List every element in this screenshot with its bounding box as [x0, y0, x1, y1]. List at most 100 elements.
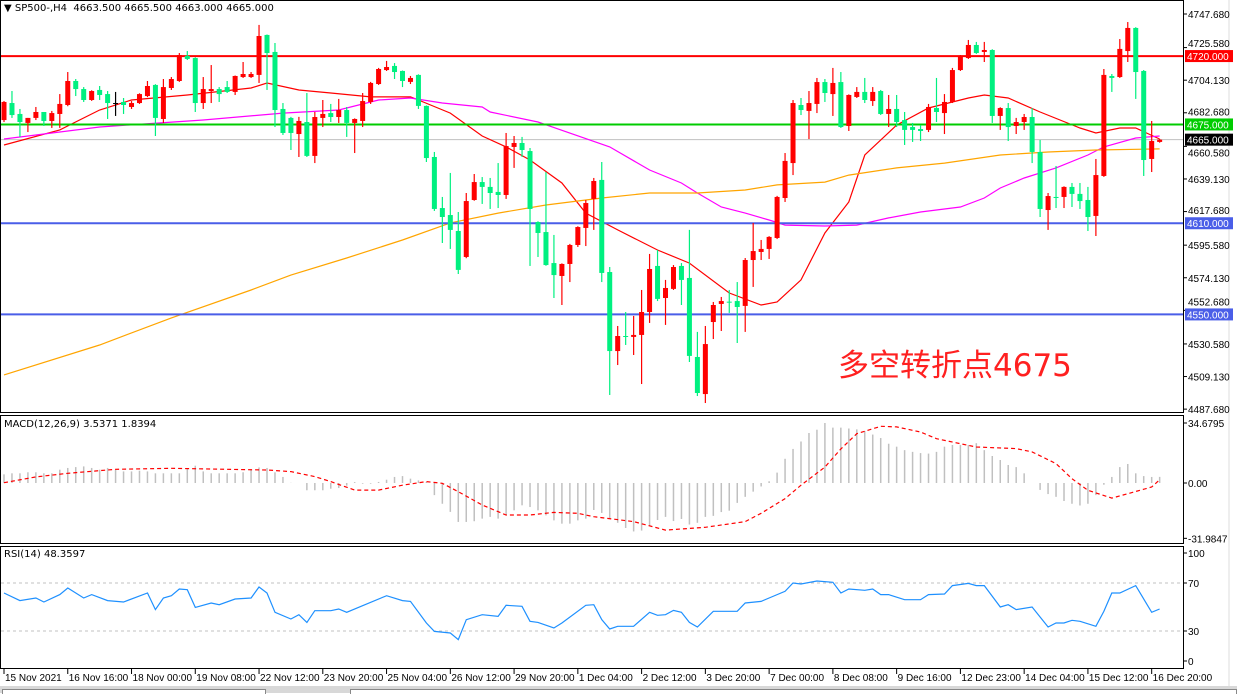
candle	[997, 107, 1003, 130]
candle	[599, 161, 605, 283]
candle-body	[487, 186, 493, 193]
candle	[368, 81, 374, 104]
candle-body	[981, 49, 987, 52]
candle	[384, 60, 390, 71]
candle-body	[710, 305, 716, 323]
candle	[678, 263, 684, 306]
time-axis-label: 1 Dec 04:00	[579, 673, 633, 684]
price-axis-label: 4639.130	[1188, 175, 1230, 186]
candle	[941, 94, 947, 135]
close-value: 4665.000	[226, 3, 274, 14]
candle	[423, 105, 429, 162]
candle	[1013, 117, 1019, 135]
candle	[256, 24, 262, 83]
candle	[559, 263, 565, 306]
candle	[455, 211, 461, 274]
candle	[718, 296, 724, 331]
chart-tab-1[interactable]	[2, 689, 266, 694]
candle-body	[352, 118, 358, 123]
candle	[240, 61, 246, 78]
macd-axis-label: 0.00	[1188, 479, 1208, 490]
candle	[280, 103, 286, 135]
candle	[328, 103, 334, 123]
candle-body	[312, 117, 318, 156]
candle	[129, 101, 135, 109]
macd-title: MACD(12,26,9) 3.5371 1.8394	[4, 419, 157, 430]
candle-body	[623, 336, 629, 338]
candle	[200, 77, 206, 109]
candle-body	[862, 91, 868, 100]
time-axis-label: 8 Dec 08:00	[834, 673, 888, 684]
candle	[511, 136, 517, 168]
candle	[1157, 138, 1163, 143]
time-axis-label: 23 Nov 20:00	[324, 673, 384, 684]
price-axis-label: 4660.580	[1188, 149, 1230, 160]
candle-body	[902, 120, 908, 130]
candle-body	[1005, 108, 1011, 128]
candle	[248, 72, 254, 78]
macd-signal-line	[3, 425, 1161, 531]
candle	[487, 177, 493, 209]
candle-body	[1109, 75, 1115, 78]
chart-tab-2[interactable]	[350, 689, 1237, 694]
candle-body	[423, 105, 429, 159]
candle	[647, 253, 653, 323]
chart-annotation: 多空转折点4675	[838, 348, 1072, 384]
candle	[750, 222, 756, 287]
candle-body	[400, 70, 405, 81]
candle	[1005, 103, 1011, 142]
rsi-pane[interactable]	[1, 580, 1183, 641]
collapse-arrow-icon[interactable]: ▼	[4, 3, 15, 14]
candle-body	[1141, 70, 1147, 161]
candle-body	[224, 87, 230, 92]
candle-body	[463, 201, 469, 257]
candle-body	[240, 74, 246, 78]
candle-body	[113, 103, 119, 105]
time-axis-label: 22 Nov 12:00	[260, 673, 320, 684]
candle-body	[926, 106, 932, 130]
candle	[670, 265, 676, 290]
candle-body	[1093, 175, 1099, 216]
candle-body	[57, 103, 63, 114]
candle-body	[17, 113, 23, 123]
candle-body	[105, 94, 111, 104]
candle-body	[742, 260, 748, 306]
rsi-pane-border	[0, 546, 1184, 669]
candle	[1109, 74, 1115, 92]
candle-body	[830, 82, 836, 95]
candle	[1069, 182, 1075, 207]
candle-body	[384, 67, 390, 71]
candle	[806, 91, 812, 140]
candle	[519, 136, 525, 157]
candle-body	[678, 265, 684, 280]
candle-body	[152, 84, 158, 118]
candle	[49, 110, 55, 128]
candle	[918, 125, 924, 142]
candle-body	[439, 208, 445, 218]
candle-body	[288, 117, 294, 133]
candle	[264, 34, 270, 90]
candle-body	[766, 236, 772, 249]
candle	[160, 79, 166, 123]
candle-body	[216, 89, 222, 95]
candle	[870, 87, 876, 106]
price-pane[interactable]	[1, 22, 1183, 404]
macd-pane-border	[0, 415, 1184, 544]
candle	[1149, 120, 1155, 173]
candle	[320, 99, 326, 128]
candle-body	[136, 94, 142, 104]
candle-body	[1077, 193, 1083, 202]
candle	[1, 101, 7, 123]
candle-body	[360, 101, 366, 121]
price-tag-label: 4665.000	[1187, 136, 1229, 147]
candle-body	[567, 244, 573, 264]
candle	[495, 163, 501, 209]
candle	[1125, 22, 1131, 62]
candle	[910, 122, 916, 142]
price-tag-label: 4610.000	[1187, 219, 1229, 230]
candle-body	[192, 58, 198, 104]
candle-body	[997, 108, 1003, 116]
macd-pane[interactable]	[3, 423, 1161, 532]
candle	[583, 199, 589, 247]
